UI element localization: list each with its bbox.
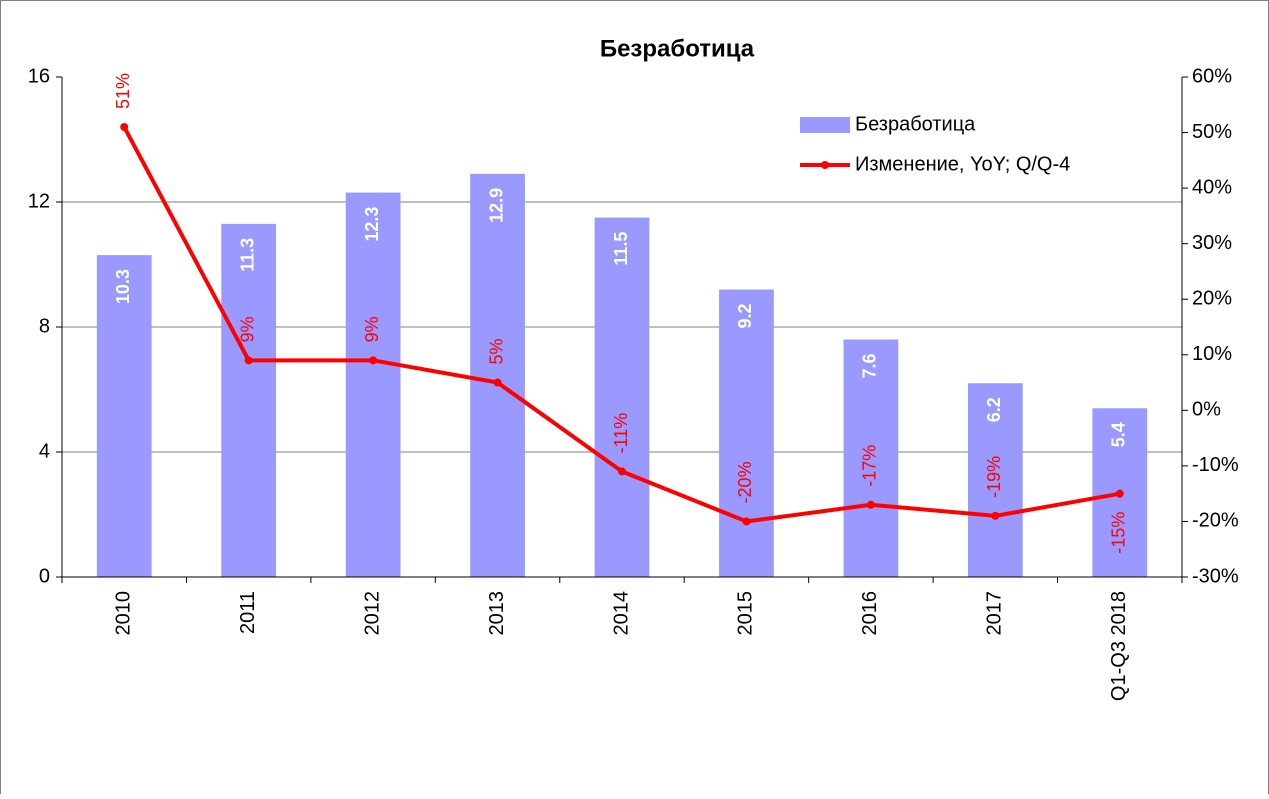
y2-tick-label: -10% — [1192, 454, 1239, 476]
bar-label: 11.5 — [611, 232, 631, 266]
y-tick-label: 8 — [39, 315, 50, 337]
y-tick-label: 4 — [39, 440, 50, 462]
line-label: -17% — [860, 445, 880, 487]
line-marker — [991, 511, 1000, 520]
y-tick-label: 0 — [39, 565, 50, 587]
x-tick-label: 2011 — [237, 591, 259, 634]
y-tick-label: 12 — [28, 190, 50, 212]
line-marker — [742, 517, 751, 526]
legend-swatch — [800, 117, 850, 133]
y2-tick-label: 0% — [1192, 399, 1221, 421]
line-marker — [244, 356, 253, 365]
y2-tick-label: -20% — [1192, 510, 1239, 532]
bar — [470, 173, 525, 577]
line-label: -20% — [735, 461, 755, 503]
x-tick-label: 2013 — [486, 591, 508, 636]
bar-label: 12.9 — [486, 188, 506, 223]
bar-label: 10.3 — [113, 269, 133, 304]
y2-tick-label: 40% — [1192, 176, 1232, 198]
line-label: 9% — [237, 316, 257, 342]
x-tick-label: 2017 — [984, 591, 1006, 636]
bar — [967, 383, 1023, 577]
line-marker — [120, 123, 129, 131]
y2-tick-label: 60% — [1192, 65, 1232, 87]
bar-label: 9.2 — [735, 304, 755, 329]
bar — [345, 192, 401, 577]
line-marker — [1115, 489, 1124, 498]
line-marker — [866, 500, 875, 509]
bar-label: 6.2 — [984, 397, 1004, 422]
y2-tick-label: 20% — [1192, 288, 1232, 310]
y2-tick-label: 10% — [1192, 343, 1232, 365]
x-tick-label: Q1-Q3 2018 — [1108, 591, 1130, 701]
bar-label: 7.6 — [860, 354, 880, 379]
y2-tick-label: -30% — [1192, 565, 1239, 587]
legend-marker — [821, 161, 829, 169]
line-label: 9% — [362, 316, 382, 342]
bar — [96, 255, 152, 577]
bar — [843, 339, 899, 577]
y-tick-label: 16 — [28, 65, 50, 87]
bar-label: 11.3 — [237, 238, 257, 272]
x-tick-label: 2010 — [113, 591, 135, 636]
bar-label: 12.3 — [362, 207, 382, 242]
line-label: 5% — [486, 339, 506, 365]
legend-label: Безработица — [855, 113, 976, 135]
bar — [719, 289, 774, 577]
line-marker — [369, 356, 378, 365]
x-tick-label: 2016 — [859, 591, 881, 636]
line-marker — [618, 467, 626, 476]
line-label: -19% — [984, 456, 1004, 498]
chart-title: Безработица — [600, 35, 755, 62]
bar — [594, 217, 650, 577]
bar — [221, 223, 277, 577]
bar-label: 5.4 — [1109, 422, 1129, 447]
x-tick-label: 2014 — [610, 591, 632, 636]
line-marker — [493, 378, 502, 387]
line-label: -15% — [1109, 512, 1129, 554]
y2-tick-label: 30% — [1192, 232, 1232, 254]
line-label: -11% — [611, 413, 631, 454]
legend-label: Изменение, YoY; Q/Q-4 — [855, 153, 1070, 175]
line-label: 51% — [113, 73, 133, 109]
x-tick-label: 2012 — [361, 591, 383, 636]
x-tick-label: 2015 — [735, 591, 757, 636]
y2-tick-label: 50% — [1192, 121, 1232, 143]
